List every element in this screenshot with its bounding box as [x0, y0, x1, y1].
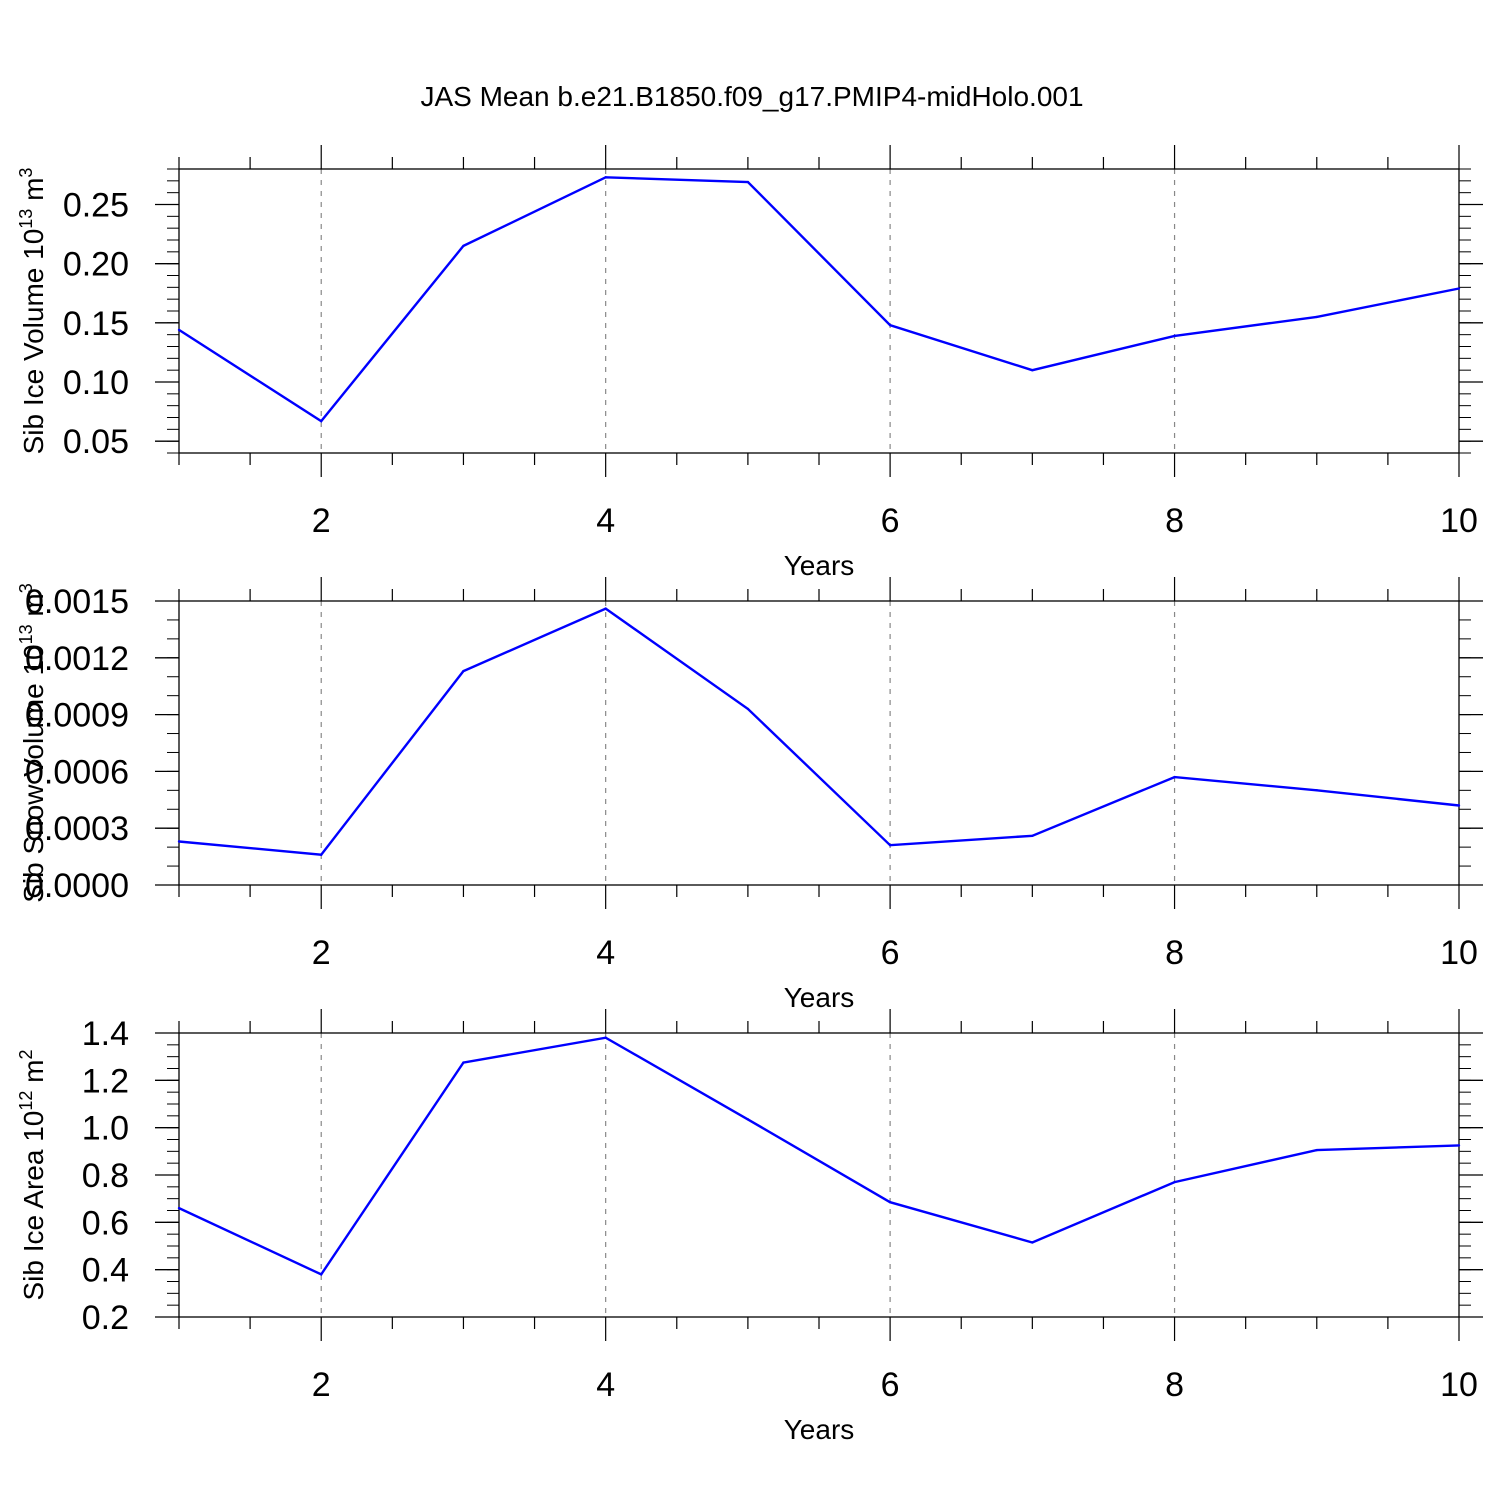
series-line: [178, 176, 1460, 423]
plot-frame: [178, 168, 1460, 454]
x-tick-label: 8: [1165, 934, 1184, 972]
data-point: [1457, 1144, 1461, 1147]
y-tick-label: 0.20: [63, 246, 129, 284]
y-axis-label-part: Sib Snow Volume 10: [18, 644, 49, 902]
x-tick-label: 2: [312, 1366, 331, 1404]
y-axis-label-superscript: 13: [16, 624, 36, 644]
x-tick-label: 6: [881, 934, 900, 972]
series-line: [178, 1036, 1460, 1276]
y-tick-label: 0.2: [82, 1299, 129, 1337]
data-point: [1457, 287, 1461, 290]
data-point: [604, 176, 607, 179]
y-tick-label: 0.0012: [25, 640, 129, 678]
y-axis-label-superscript: 3: [16, 168, 36, 178]
y-tick-label: 0.0006: [25, 753, 129, 791]
y-axis-label-superscript: 3: [16, 583, 36, 593]
data-point: [604, 607, 607, 610]
plot-frame: [178, 1032, 1460, 1318]
x-tick-label: 2: [312, 934, 331, 972]
panel-1: 0.05 0.10 0.15 0.20 0.25 2 4 6 8 10 Years Sib Ice V…: [16, 145, 1483, 581]
data-point: [462, 244, 465, 248]
x-axis-label: Years: [784, 982, 855, 1013]
y-axis-label-part: m: [18, 593, 49, 624]
y-tick-label: 0.0003: [25, 810, 129, 848]
data-point: [1315, 1148, 1318, 1152]
data-point: [320, 419, 323, 423]
x-tick-label: 6: [881, 502, 900, 540]
data-point: [1173, 334, 1176, 338]
y-tick-label: 0.05: [63, 423, 129, 461]
x-tick-label: 4: [596, 934, 615, 972]
x-tick-label: 8: [1165, 1366, 1184, 1404]
y-axis-label: Sib Ice Volume 1013 m3: [16, 168, 49, 455]
panel-3: 0.2 0.4 0.6 0.8 1.0 1.2 1.4 2 4 6 8 10 Years Sib Ice …: [16, 1009, 1483, 1445]
data-point: [746, 180, 750, 184]
y-tick-label: 1.2: [82, 1062, 129, 1100]
y-tick-label: 0.6: [82, 1204, 129, 1242]
y-axis-label-part: m: [18, 1059, 49, 1090]
x-tick-label: 10: [1440, 1366, 1478, 1404]
x-tick-label: 4: [596, 1366, 615, 1404]
data-point: [320, 1273, 323, 1276]
data-point: [320, 853, 323, 856]
x-tick-label: 2: [312, 502, 331, 540]
data-point: [1173, 1180, 1176, 1184]
data-point: [888, 324, 892, 327]
data-point: [177, 840, 181, 843]
data-point: [1031, 834, 1034, 837]
x-tick-label: 6: [881, 1366, 900, 1404]
x-tick-label: 4: [596, 502, 615, 540]
y-tick-label: 1.4: [82, 1015, 129, 1053]
data-point: [746, 1118, 750, 1121]
plot-frame: [178, 600, 1460, 886]
data-point: [1031, 368, 1034, 372]
y-axis-label-part: Sib Ice Area 10: [18, 1111, 49, 1301]
x-axis-label: Years: [784, 550, 855, 581]
chart-panels: 0.05 0.10 0.15 0.20 0.25 2 4 6 8 10 Years Sib Ice V…: [16, 145, 1483, 1445]
x-tick-label: 8: [1165, 502, 1184, 540]
y-axis-label-superscript: 12: [16, 1091, 36, 1111]
y-axis-label-superscript: 13: [16, 209, 36, 229]
panel-2: 0.0000 0.0003 0.0006 0.0009 0.0012 0.0015 2 4 6 8…: [16, 577, 1483, 1013]
y-tick-label: 0.4: [82, 1252, 129, 1290]
data-point: [177, 328, 181, 332]
data-point: [888, 1201, 892, 1204]
y-tick-label: 0.25: [63, 187, 129, 225]
data-point: [1315, 789, 1318, 792]
chart-title: JAS Mean b.e21.B1850.f09_g17.PMIP4-midHo…: [420, 81, 1083, 112]
data-point: [1457, 804, 1461, 807]
y-tick-label: 0.10: [63, 364, 129, 402]
y-axis-label-part: Sib Ice Volume 10: [18, 229, 49, 455]
y-tick-label: 0.0000: [25, 867, 129, 905]
x-axis-label: Years: [784, 1414, 855, 1445]
data-point: [604, 1036, 607, 1039]
x-tick-label: 10: [1440, 502, 1478, 540]
y-tick-label: 0.15: [63, 305, 129, 343]
series-line: [178, 607, 1460, 856]
data-point: [462, 1061, 465, 1064]
data-point: [1315, 315, 1318, 319]
y-axis-label-part: m: [18, 178, 49, 209]
y-axis-label-superscript: 2: [16, 1049, 36, 1059]
data-point: [177, 1206, 181, 1210]
y-tick-label: 0.0015: [25, 583, 129, 621]
y-axis-label: Sib Snow Volume 1013 m3: [16, 583, 49, 903]
data-point: [1031, 1241, 1034, 1244]
x-tick-label: 10: [1440, 934, 1478, 972]
y-tick-label: 1.0: [82, 1110, 129, 1148]
y-tick-label: 0.0009: [25, 697, 129, 735]
data-point: [1173, 775, 1176, 779]
data-point: [462, 669, 465, 673]
data-point: [746, 707, 750, 711]
y-axis-label: Sib Ice Area 1012 m2: [16, 1049, 49, 1300]
y-tick-label: 0.8: [82, 1157, 129, 1195]
data-point: [888, 844, 892, 847]
